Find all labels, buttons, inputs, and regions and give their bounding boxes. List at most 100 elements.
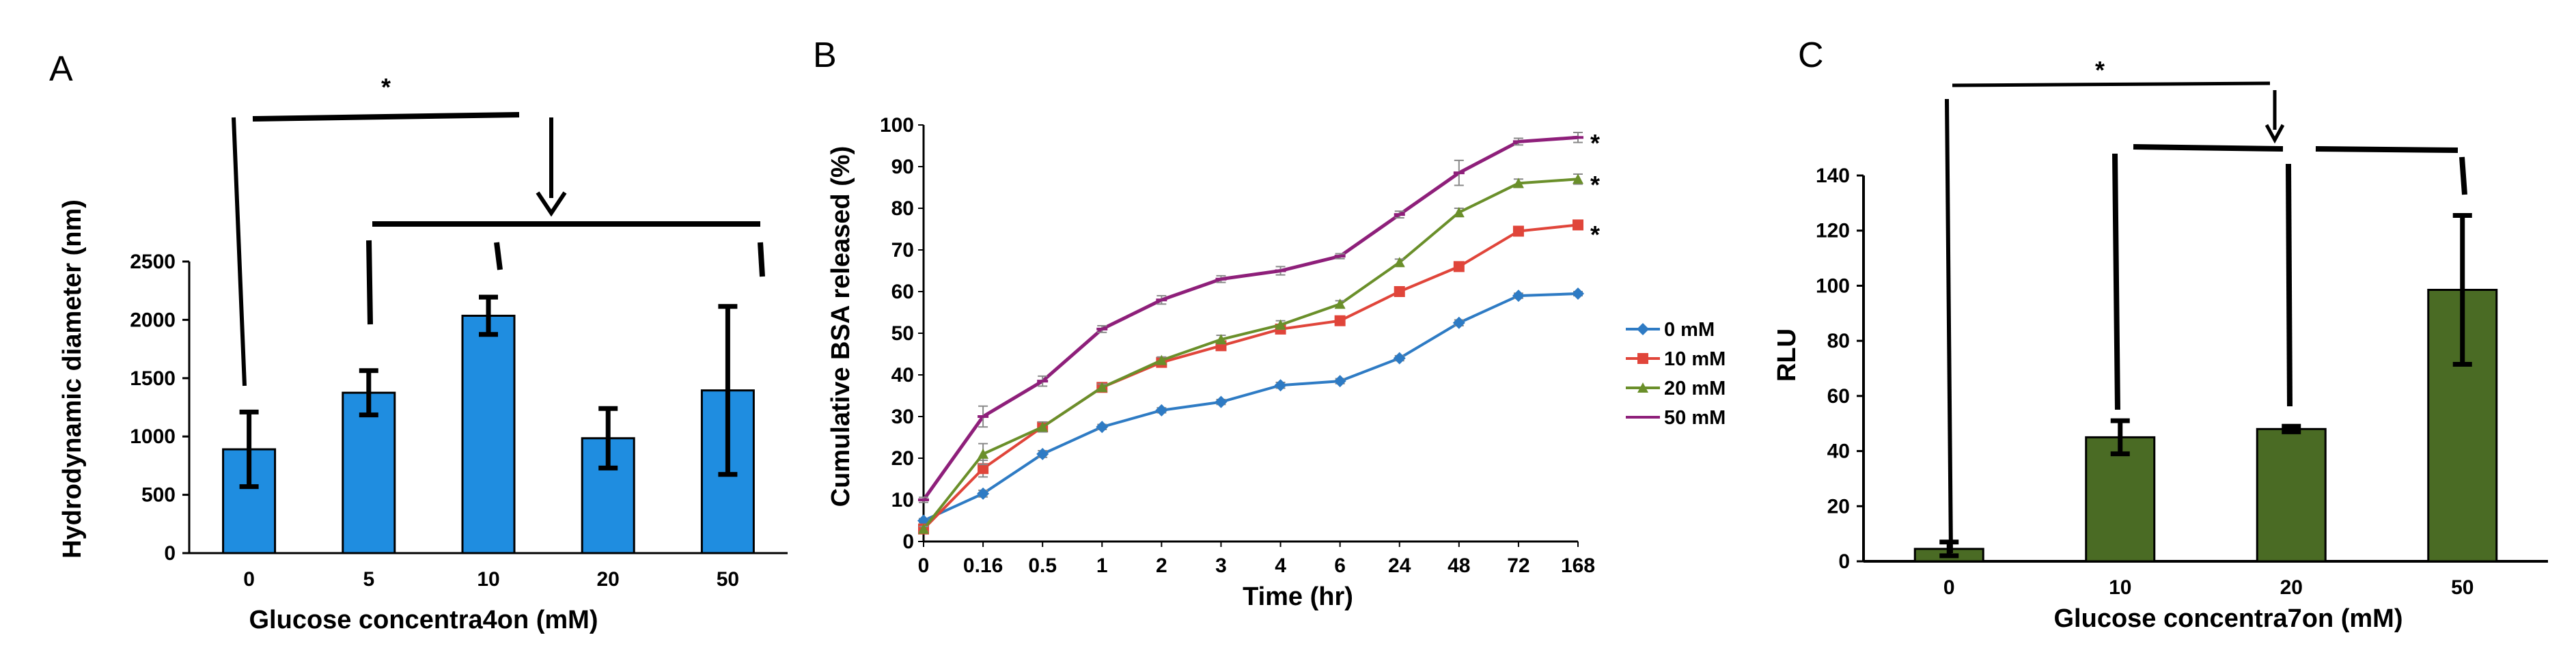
y-tick-label: 40 [1827, 440, 1850, 463]
data-point [1393, 352, 1406, 365]
x-tick-label: 50 [2451, 576, 2474, 599]
y-tick-label: 90 [891, 156, 914, 178]
data-point [1573, 219, 1583, 231]
panel-c-x-axis-label: Glucose concentra7on (mM) [2054, 604, 2403, 633]
x-tick-label: 2 [1156, 554, 1167, 577]
y-tick-label: 2000 [130, 309, 176, 331]
x-tick-label: 10 [477, 568, 499, 591]
data-point [1037, 421, 1049, 432]
y-tick-label: 2500 [130, 251, 176, 273]
data-point [1215, 395, 1228, 408]
data-point [1394, 257, 1405, 268]
panel-a-significance-star: * [381, 73, 391, 101]
data-point [1333, 375, 1346, 388]
series-50-mm [918, 131, 1583, 503]
y-tick-label: 0 [164, 542, 176, 565]
data-point [1274, 379, 1287, 392]
data-point [1096, 421, 1109, 434]
x-tick-label: 72 [1507, 554, 1529, 577]
legend-item: 20 mM [1626, 378, 1726, 399]
y-tick-label: 20 [1827, 495, 1850, 518]
series-line [923, 292, 1579, 522]
data-point [1156, 354, 1167, 365]
panel-b-legend: 0 mM 10 mM 20 mM 50 mM [1626, 319, 1726, 429]
panel-b-star-10mm: * [1590, 221, 1600, 249]
panel-b-label: B [813, 36, 837, 75]
series-20-mm [918, 173, 1583, 534]
y-tick-label: 20 [891, 447, 914, 470]
data-point [918, 523, 929, 534]
panel-c-significance-star: * [2095, 56, 2105, 84]
x-tick-label: 20 [2280, 576, 2303, 599]
y-tick-label: 30 [891, 406, 914, 428]
panel-b-star-20mm: * [1590, 171, 1600, 199]
series-line [922, 223, 1579, 531]
x-tick-label: 48 [1448, 554, 1470, 577]
x-tick-label: 0.5 [1028, 554, 1057, 577]
y-tick-label: 70 [891, 239, 914, 262]
panel-a-x-axis-label: Glucose concentra4on (mM) [249, 606, 598, 634]
panel-c-significance-bracket [1945, 81, 2467, 554]
y-tick-label: 10 [891, 489, 914, 511]
x-tick-label: 4 [1275, 554, 1286, 577]
y-tick-label: 120 [1816, 220, 1850, 242]
panel-b: B Cumulative BSA released (%) Time (hr) … [813, 36, 1726, 611]
y-tick-label: 60 [891, 281, 914, 303]
data-point [1453, 261, 1465, 272]
legend-label: 0 mM [1664, 319, 1715, 341]
panel-c-y-axis-label: RLU [1773, 328, 1801, 382]
y-tick-label: 500 [141, 484, 176, 507]
data-point [1334, 298, 1346, 309]
bar-20 [2256, 427, 2327, 563]
data-point [1572, 287, 1584, 300]
x-tick-label: 1 [1096, 554, 1108, 577]
data-point [978, 448, 989, 459]
data-point [1512, 225, 1524, 237]
panel-b-star-50mm: * [1590, 129, 1600, 157]
y-tick-label: 100 [1816, 275, 1850, 297]
legend-swatch-marker [1637, 353, 1648, 364]
y-tick-label: 80 [891, 197, 914, 220]
data-point [1512, 290, 1525, 303]
y-tick-label: 0 [902, 531, 914, 553]
x-tick-label: 10 [2109, 576, 2131, 599]
panel-a-y-axis-label: Hydrodynamic diameter (nm) [58, 199, 87, 559]
x-tick-label: 0 [1943, 576, 1955, 599]
panel-a: A Hydrodynamic diameter (nm) Glucose con… [49, 49, 788, 634]
panel-c-label: C [1798, 36, 1824, 75]
legend-swatch-marker [1637, 323, 1649, 335]
y-tick-label: 40 [891, 364, 914, 386]
y-tick-label: 140 [1816, 165, 1850, 187]
y-tick-label: 100 [880, 114, 914, 137]
panel-c: C RLU Glucose concentra7on (mM) 0 20 40 60 8… [1773, 36, 2548, 633]
x-tick-label: 0.16 [963, 554, 1003, 577]
x-tick-label: 24 [1388, 554, 1411, 577]
panel-b-x-axis-label: Time (hr) [1243, 582, 1353, 611]
bar-10 [461, 314, 516, 554]
series-line [922, 135, 1579, 501]
data-point [978, 463, 989, 475]
panel-a-significance-bracket [232, 112, 765, 386]
x-tick-label: 6 [1334, 554, 1346, 577]
x-tick-label: 50 [717, 568, 739, 591]
data-point [1036, 447, 1049, 460]
data-point [1334, 315, 1346, 326]
data-point [1275, 319, 1286, 330]
legend-label: 50 mM [1664, 407, 1726, 429]
x-tick-label: 20 [597, 568, 620, 591]
legend-label: 10 mM [1664, 348, 1726, 370]
series-0-mm [917, 287, 1584, 527]
series-10-mm [918, 219, 1583, 535]
data-point [1573, 173, 1583, 184]
data-point [1453, 207, 1465, 218]
bar-5 [342, 391, 396, 554]
data-point [1155, 404, 1168, 417]
legend-item: 50 mM [1626, 407, 1726, 429]
legend-item: 0 mM [1626, 319, 1715, 341]
data-point [1452, 316, 1465, 329]
y-tick-label: 0 [1838, 550, 1850, 573]
y-tick-label: 50 [891, 322, 914, 345]
y-tick-label: 1500 [130, 367, 176, 390]
bar-10 [2085, 436, 2156, 563]
y-tick-label: 80 [1827, 330, 1850, 352]
